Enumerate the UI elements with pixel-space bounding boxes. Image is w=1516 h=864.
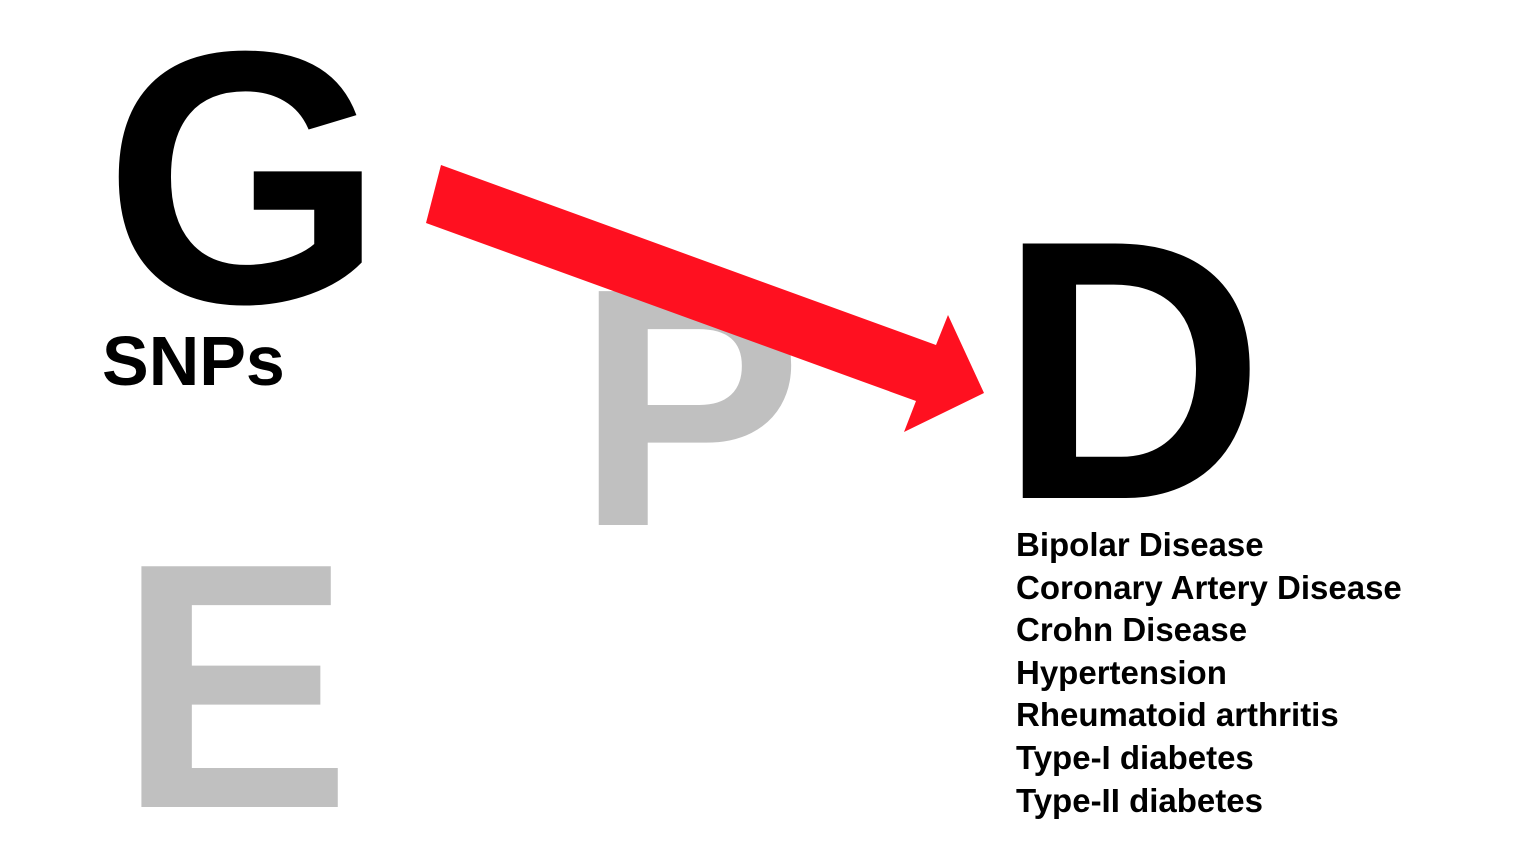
- disease-list-item: Coronary Artery Disease: [1016, 568, 1402, 606]
- snps-label: SNPs: [102, 322, 285, 400]
- disease-list-item: Type-I diabetes: [1016, 738, 1254, 776]
- disease-list-item: Crohn Disease: [1016, 611, 1248, 649]
- disease-letter: D: [998, 164, 1266, 577]
- phenotype-letter: P: [576, 218, 803, 598]
- disease-list-item: Hypertension: [1016, 653, 1227, 691]
- disease-list-item: Bipolar Disease: [1016, 526, 1264, 563]
- disease-list-item: Rheumatoid arthritis: [1016, 696, 1339, 734]
- genotype-letter: G: [104, 0, 385, 379]
- environment-letter: E: [118, 491, 352, 864]
- disease-list-item: Type-II diabetes: [1016, 781, 1263, 819]
- disease-list: Bipolar Disease Coronary Artery Disease Cr…: [1016, 524, 1402, 822]
